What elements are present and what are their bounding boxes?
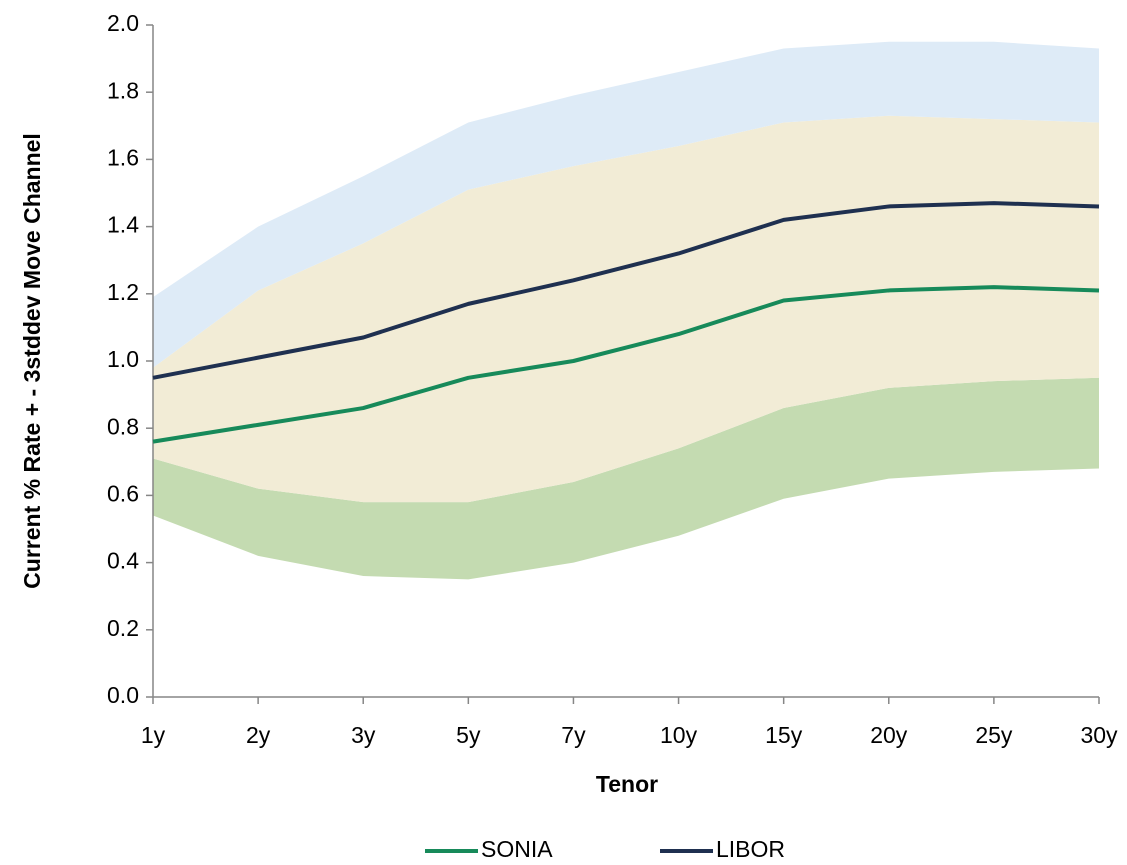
y-axis-title: Current % Rate + - 3stddev Move Channel: [19, 133, 45, 589]
x-tick-label: 5y: [456, 722, 481, 748]
x-tick-label: 20y: [870, 722, 908, 748]
x-tick-label: 15y: [765, 722, 803, 748]
series-line: [152, 285, 1100, 444]
x-tick-label: 2y: [246, 722, 271, 748]
y-tick-label: 0.2: [107, 615, 139, 641]
y-tick-label: 0.0: [107, 682, 139, 708]
x-tick-label: 1y: [141, 722, 166, 748]
x-tick-label: 25y: [975, 722, 1013, 748]
y-tick-label: 1.6: [107, 144, 139, 170]
x-axis-title: Tenor: [596, 771, 658, 797]
y-tick-label: 0.6: [107, 480, 139, 506]
y-tick-label: 0.4: [107, 548, 139, 574]
x-tick-label: 7y: [561, 722, 586, 748]
legend-label: LIBOR: [716, 836, 785, 862]
y-tick-label: 1.8: [107, 77, 139, 103]
x-tick-label: 3y: [351, 722, 376, 748]
y-tick-label: 1.4: [107, 212, 139, 238]
legend-label: SONIA: [481, 836, 553, 862]
y-tick-label: 0.8: [107, 413, 139, 439]
channel-band: [153, 41, 1099, 368]
y-tick-label: 2.0: [107, 10, 139, 36]
y-tick-label: 1.2: [107, 279, 139, 305]
x-tick-label: 10y: [660, 722, 698, 748]
y-tick-label: 1.0: [107, 346, 139, 372]
channel-band: [153, 377, 1099, 580]
series-line: [152, 201, 1100, 380]
channel-band: [153, 115, 1099, 503]
x-tick-label: 30y: [1080, 722, 1118, 748]
